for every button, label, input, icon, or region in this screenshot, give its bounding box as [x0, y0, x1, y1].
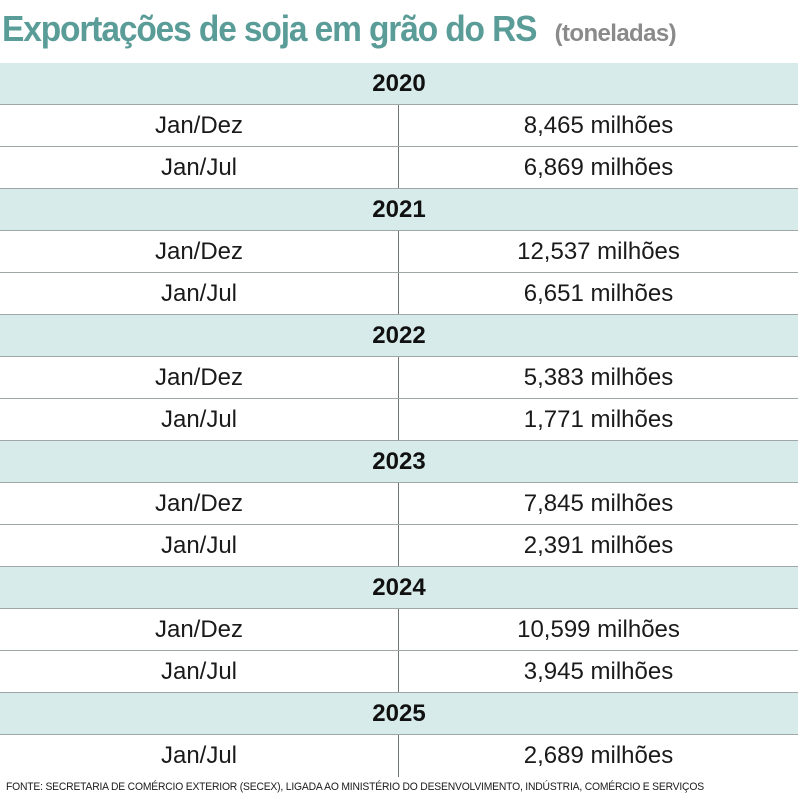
table-row: Jan/Jul 2,391 milhões	[0, 525, 798, 567]
table-row: Jan/Jul 6,869 milhões	[0, 147, 798, 189]
value-cell: 3,945 milhões	[523, 657, 674, 685]
period-cell: Jan/Jul	[0, 651, 399, 692]
period-cell: Jan/Jul	[0, 399, 399, 440]
export-table: 2020 Jan/Dez 8,465 milhões Jan/Jul 6,869 mil…	[0, 63, 798, 777]
year-label: 2021	[372, 195, 426, 223]
table-row: Jan/Jul 3,945 milhões	[0, 651, 798, 693]
period-cell: Jan/Jul	[0, 273, 399, 314]
period-cell: Jan/Dez	[0, 231, 399, 272]
value-cell: 10,599 milhões	[517, 615, 680, 643]
period-cell: Jan/Dez	[0, 105, 399, 146]
chart-title: Exportações de soja em grão do RS	[2, 8, 537, 49]
year-label: 2020	[372, 69, 426, 97]
table-row: Jan/Dez 12,537 milhões	[0, 231, 798, 273]
value-cell: 7,845 milhões	[523, 489, 674, 517]
table-row: Jan/Jul 2,689 milhões	[0, 735, 798, 777]
unit-label: (toneladas)	[554, 20, 677, 47]
year-header: 2024	[0, 567, 798, 609]
period-cell: Jan/Dez	[0, 357, 399, 398]
year-label: 2025	[372, 699, 426, 727]
source-note: FONTE: SECRETARIA DE COMÉRCIO EXTERIOR (…	[6, 781, 704, 793]
value-cell: 6,651 milhões	[523, 279, 674, 307]
period-cell: Jan/Jul	[0, 735, 399, 777]
year-label: 2022	[372, 321, 426, 349]
table-row: Jan/Jul 1,771 milhões	[0, 399, 798, 441]
value-cell: 5,383 milhões	[523, 363, 674, 391]
period-cell: Jan/Jul	[0, 525, 399, 566]
year-header: 2023	[0, 441, 798, 483]
year-header: 2020	[0, 63, 798, 105]
value-cell: 1,771 milhões	[523, 405, 674, 433]
year-header: 2021	[0, 189, 798, 231]
value-cell: 2,391 milhões	[523, 531, 674, 559]
year-header: 2022	[0, 315, 798, 357]
value-cell: 8,465 milhões	[523, 111, 674, 139]
value-cell: 12,537 milhões	[517, 237, 680, 265]
period-cell: Jan/Dez	[0, 483, 399, 524]
table-row: Jan/Dez 7,845 milhões	[0, 483, 798, 525]
year-label: 2023	[372, 447, 426, 475]
value-cell: 2,689 milhões	[523, 742, 674, 769]
table-row: Jan/Jul 6,651 milhões	[0, 273, 798, 315]
year-header: 2025	[0, 693, 798, 735]
period-cell: Jan/Dez	[0, 609, 399, 650]
table-row: Jan/Dez 5,383 milhões	[0, 357, 798, 399]
year-label: 2024	[372, 573, 426, 601]
table-row: Jan/Dez 10,599 milhões	[0, 609, 798, 651]
value-cell: 6,869 milhões	[523, 153, 674, 181]
period-cell: Jan/Jul	[0, 147, 399, 188]
table-row: Jan/Dez 8,465 milhões	[0, 105, 798, 147]
chart-title-row: Exportações de soja em grão do RS (tonel…	[2, 8, 677, 56]
